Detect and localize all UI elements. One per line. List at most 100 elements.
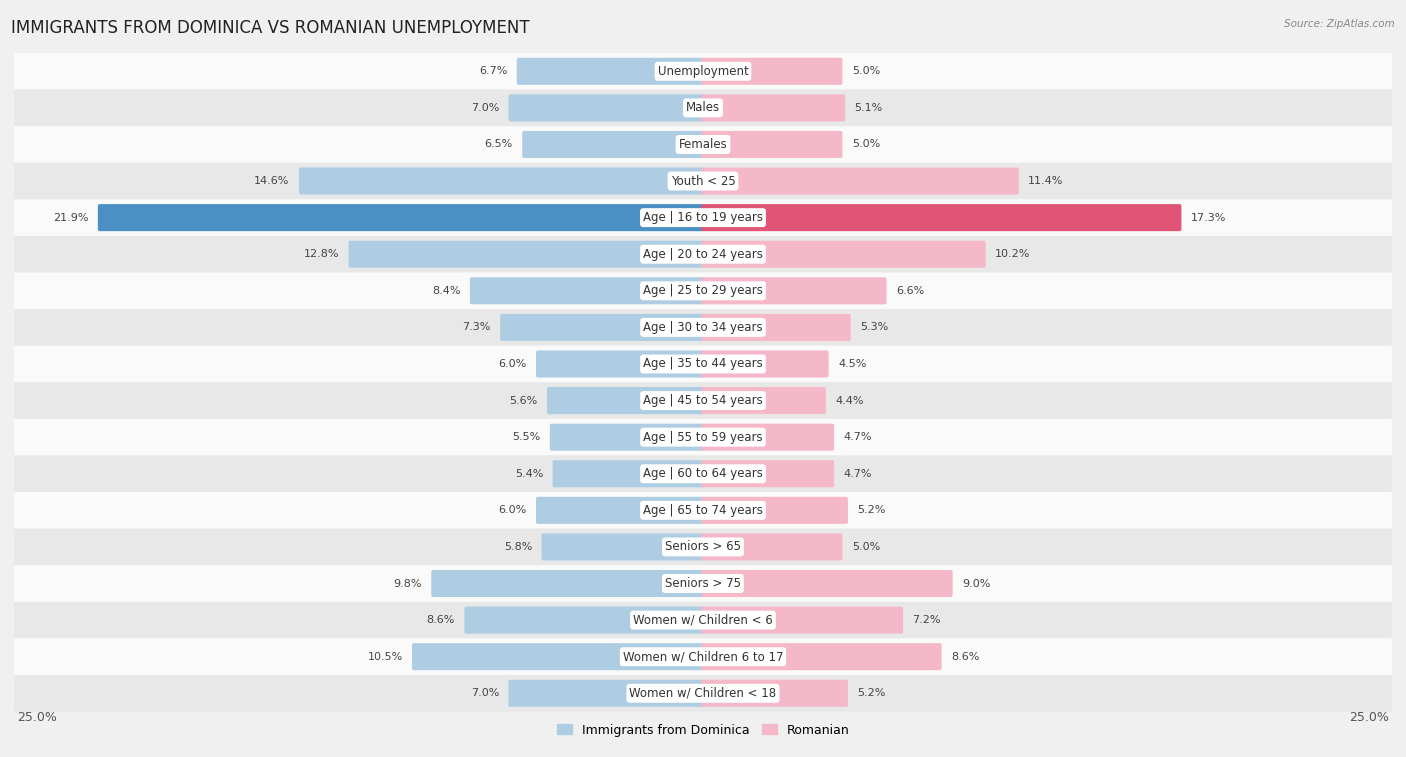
FancyBboxPatch shape: [470, 277, 704, 304]
FancyBboxPatch shape: [14, 602, 1392, 638]
Text: 25.0%: 25.0%: [17, 711, 56, 724]
Text: 21.9%: 21.9%: [53, 213, 89, 223]
FancyBboxPatch shape: [553, 460, 704, 488]
FancyBboxPatch shape: [14, 528, 1392, 565]
Text: Age | 20 to 24 years: Age | 20 to 24 years: [643, 248, 763, 260]
FancyBboxPatch shape: [702, 95, 845, 121]
Text: 6.0%: 6.0%: [498, 506, 527, 516]
FancyBboxPatch shape: [14, 199, 1392, 236]
FancyBboxPatch shape: [536, 497, 704, 524]
Text: 5.2%: 5.2%: [858, 506, 886, 516]
FancyBboxPatch shape: [702, 570, 953, 597]
FancyBboxPatch shape: [702, 350, 828, 378]
FancyBboxPatch shape: [432, 570, 704, 597]
FancyBboxPatch shape: [14, 638, 1392, 675]
FancyBboxPatch shape: [464, 606, 704, 634]
FancyBboxPatch shape: [14, 53, 1392, 89]
Text: Unemployment: Unemployment: [658, 65, 748, 78]
Text: Age | 16 to 19 years: Age | 16 to 19 years: [643, 211, 763, 224]
Text: 9.8%: 9.8%: [394, 578, 422, 588]
Text: 5.5%: 5.5%: [512, 432, 540, 442]
Text: 8.4%: 8.4%: [432, 286, 461, 296]
FancyBboxPatch shape: [702, 497, 848, 524]
Text: Youth < 25: Youth < 25: [671, 175, 735, 188]
Text: Males: Males: [686, 101, 720, 114]
Text: 10.2%: 10.2%: [995, 249, 1031, 259]
Text: 11.4%: 11.4%: [1028, 176, 1063, 186]
FancyBboxPatch shape: [702, 167, 1019, 195]
FancyBboxPatch shape: [702, 606, 903, 634]
FancyBboxPatch shape: [14, 346, 1392, 382]
Text: 4.4%: 4.4%: [835, 396, 863, 406]
Text: Women w/ Children < 6: Women w/ Children < 6: [633, 614, 773, 627]
Text: 5.0%: 5.0%: [852, 67, 880, 76]
Text: 12.8%: 12.8%: [304, 249, 339, 259]
Text: 5.2%: 5.2%: [858, 688, 886, 698]
Text: 7.0%: 7.0%: [471, 688, 499, 698]
FancyBboxPatch shape: [702, 460, 834, 488]
FancyBboxPatch shape: [702, 58, 842, 85]
FancyBboxPatch shape: [14, 456, 1392, 492]
FancyBboxPatch shape: [547, 387, 704, 414]
FancyBboxPatch shape: [702, 241, 986, 268]
Text: 17.3%: 17.3%: [1191, 213, 1226, 223]
FancyBboxPatch shape: [702, 277, 887, 304]
FancyBboxPatch shape: [501, 314, 704, 341]
Text: 6.7%: 6.7%: [479, 67, 508, 76]
FancyBboxPatch shape: [14, 419, 1392, 456]
FancyBboxPatch shape: [702, 314, 851, 341]
Text: 5.1%: 5.1%: [855, 103, 883, 113]
FancyBboxPatch shape: [14, 273, 1392, 309]
FancyBboxPatch shape: [702, 534, 842, 560]
FancyBboxPatch shape: [14, 492, 1392, 528]
Text: Age | 35 to 44 years: Age | 35 to 44 years: [643, 357, 763, 370]
Legend: Immigrants from Dominica, Romanian: Immigrants from Dominica, Romanian: [551, 718, 855, 742]
FancyBboxPatch shape: [14, 309, 1392, 346]
FancyBboxPatch shape: [14, 675, 1392, 712]
Text: 5.0%: 5.0%: [852, 139, 880, 149]
Text: Women w/ Children 6 to 17: Women w/ Children 6 to 17: [623, 650, 783, 663]
Text: 5.0%: 5.0%: [852, 542, 880, 552]
FancyBboxPatch shape: [536, 350, 704, 378]
FancyBboxPatch shape: [14, 163, 1392, 199]
FancyBboxPatch shape: [517, 58, 704, 85]
FancyBboxPatch shape: [702, 204, 1181, 231]
Text: Age | 60 to 64 years: Age | 60 to 64 years: [643, 467, 763, 480]
FancyBboxPatch shape: [14, 565, 1392, 602]
FancyBboxPatch shape: [509, 95, 704, 121]
Text: 7.3%: 7.3%: [463, 322, 491, 332]
FancyBboxPatch shape: [702, 643, 942, 670]
FancyBboxPatch shape: [702, 424, 834, 450]
Text: Age | 25 to 29 years: Age | 25 to 29 years: [643, 285, 763, 298]
Text: Seniors > 75: Seniors > 75: [665, 577, 741, 590]
Text: 5.4%: 5.4%: [515, 469, 543, 478]
Text: 4.7%: 4.7%: [844, 432, 872, 442]
Text: Age | 55 to 59 years: Age | 55 to 59 years: [643, 431, 763, 444]
FancyBboxPatch shape: [14, 126, 1392, 163]
FancyBboxPatch shape: [702, 680, 848, 707]
Text: 7.0%: 7.0%: [471, 103, 499, 113]
FancyBboxPatch shape: [509, 680, 704, 707]
Text: 14.6%: 14.6%: [254, 176, 290, 186]
Text: Females: Females: [679, 138, 727, 151]
FancyBboxPatch shape: [299, 167, 704, 195]
FancyBboxPatch shape: [550, 424, 704, 450]
Text: 6.6%: 6.6%: [896, 286, 924, 296]
Text: 5.3%: 5.3%: [860, 322, 889, 332]
Text: 8.6%: 8.6%: [950, 652, 980, 662]
Text: 4.7%: 4.7%: [844, 469, 872, 478]
Text: 8.6%: 8.6%: [426, 615, 456, 625]
Text: Seniors > 65: Seniors > 65: [665, 540, 741, 553]
FancyBboxPatch shape: [98, 204, 704, 231]
Text: Age | 30 to 34 years: Age | 30 to 34 years: [643, 321, 763, 334]
Text: Source: ZipAtlas.com: Source: ZipAtlas.com: [1284, 19, 1395, 29]
FancyBboxPatch shape: [14, 382, 1392, 419]
FancyBboxPatch shape: [349, 241, 704, 268]
Text: 10.5%: 10.5%: [367, 652, 402, 662]
Text: 7.2%: 7.2%: [912, 615, 941, 625]
FancyBboxPatch shape: [14, 236, 1392, 273]
Text: Age | 45 to 54 years: Age | 45 to 54 years: [643, 394, 763, 407]
FancyBboxPatch shape: [702, 387, 825, 414]
Text: 5.6%: 5.6%: [509, 396, 537, 406]
FancyBboxPatch shape: [522, 131, 704, 158]
